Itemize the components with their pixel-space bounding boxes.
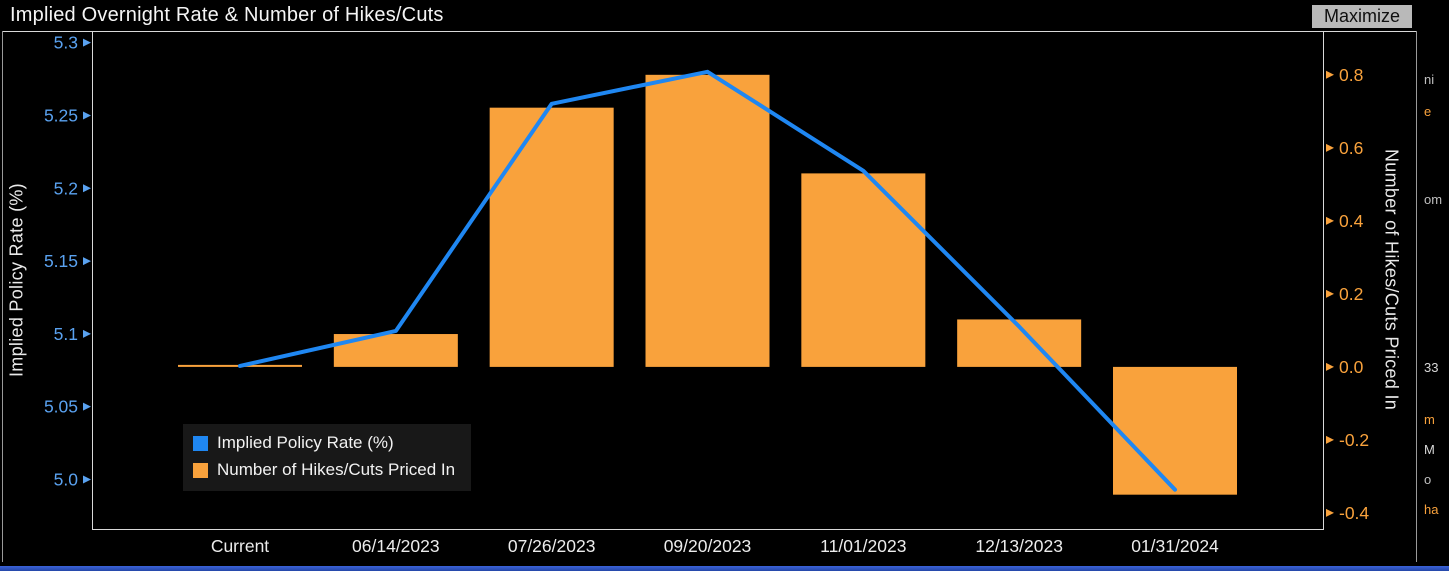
legend-swatch-blue — [193, 435, 208, 451]
right-tick-label: 0.8 — [1339, 65, 1363, 85]
left-tick-arrow-icon — [83, 111, 91, 120]
left-axis-ticks: 5.0 5.05 5.1 5.15 5.2 5.25 5.3 — [44, 33, 91, 489]
background-text-fragment: m — [1424, 412, 1435, 427]
right-tick-label: -0.2 — [1339, 430, 1369, 450]
chart-legend: Implied Policy Rate (%) Number of Hikes/… — [183, 424, 472, 491]
background-text-fragment: 33 — [1424, 360, 1439, 375]
left-tick-label: 5.05 — [44, 397, 78, 417]
left-tick-arrow-icon — [83, 257, 91, 266]
right-tick-arrow-icon — [1326, 508, 1334, 517]
right-axis-ticks: -0.4 -0.2 0.0 0.2 0.4 0.6 0.8 — [1326, 65, 1369, 523]
right-tick-label: 0.4 — [1339, 211, 1364, 231]
left-tick-arrow-icon — [83, 184, 91, 193]
x-tick-label: 11/01/2023 — [820, 536, 906, 556]
right-axis-title: Number of Hikes/Cuts Priced In — [1381, 149, 1402, 411]
legend-label-policy-rate: Implied Policy Rate (%) — [217, 433, 394, 452]
right-tick-label: 0.6 — [1339, 138, 1363, 158]
left-tick-arrow-icon — [83, 38, 91, 47]
left-axis-title: Implied Policy Rate (%) — [6, 183, 27, 377]
background-text-fragment: M — [1424, 442, 1435, 457]
legend-swatch-orange — [193, 462, 208, 478]
x-tick-label: 07/26/2023 — [508, 536, 596, 556]
background-text-fragment: ni — [1424, 72, 1435, 87]
window-edge-strip — [0, 566, 1449, 571]
plot-border — [92, 31, 1324, 530]
left-tick-label: 5.2 — [54, 178, 78, 198]
bar — [489, 107, 614, 367]
left-tick-label: 5.25 — [44, 105, 78, 125]
legend-label-hikes-cuts: Number of Hikes/Cuts Priced In — [217, 460, 456, 479]
chart-title: Implied Overnight Rate & Number of Hikes… — [10, 4, 444, 26]
background-text-fragment: ha — [1424, 502, 1439, 517]
x-tick-label: 06/14/2023 — [352, 536, 440, 556]
x-tick-label: Current — [211, 536, 269, 556]
right-tick-arrow-icon — [1326, 216, 1334, 225]
bar — [1113, 366, 1237, 495]
right-tick-arrow-icon — [1326, 435, 1334, 444]
left-tick-arrow-icon — [83, 475, 91, 484]
left-tick-label: 5.3 — [54, 33, 78, 53]
right-tick-label: -0.4 — [1339, 503, 1369, 523]
maximize-button[interactable]: Maximize — [1311, 5, 1412, 28]
left-tick-label: 5.1 — [54, 324, 78, 344]
bars-series-hikes-cuts — [178, 74, 1237, 495]
x-tick-label: 09/20/2023 — [664, 536, 752, 556]
left-tick-label: 5.15 — [44, 251, 78, 271]
left-tick-arrow-icon — [83, 329, 91, 338]
right-tick-arrow-icon — [1326, 70, 1334, 79]
x-tick-label: 01/31/2024 — [1131, 536, 1219, 556]
right-tick-arrow-icon — [1326, 362, 1334, 371]
legend-item-hikes-cuts[interactable]: Number of Hikes/Cuts Priced In — [193, 460, 455, 480]
background-text-fragment: e — [1424, 104, 1432, 119]
right-tick-label: 0.2 — [1339, 284, 1363, 304]
legend-item-policy-rate[interactable]: Implied Policy Rate (%) — [193, 433, 455, 453]
right-tick-arrow-icon — [1326, 289, 1334, 298]
right-tick-label: 0.0 — [1339, 357, 1364, 377]
bar — [645, 74, 770, 367]
right-tick-arrow-icon — [1326, 143, 1334, 152]
background-text-fragment: o — [1424, 472, 1432, 487]
x-tick-label: 12/13/2023 — [975, 536, 1063, 556]
policy-rate-line — [238, 69, 1177, 492]
background-text-fragment: om — [1424, 192, 1443, 207]
left-tick-label: 5.0 — [54, 469, 79, 489]
left-tick-arrow-icon — [83, 402, 91, 411]
bar — [801, 173, 926, 367]
x-axis-labels: Current 06/14/2023 07/26/2023 09/20/2023 11/… — [211, 536, 1219, 556]
